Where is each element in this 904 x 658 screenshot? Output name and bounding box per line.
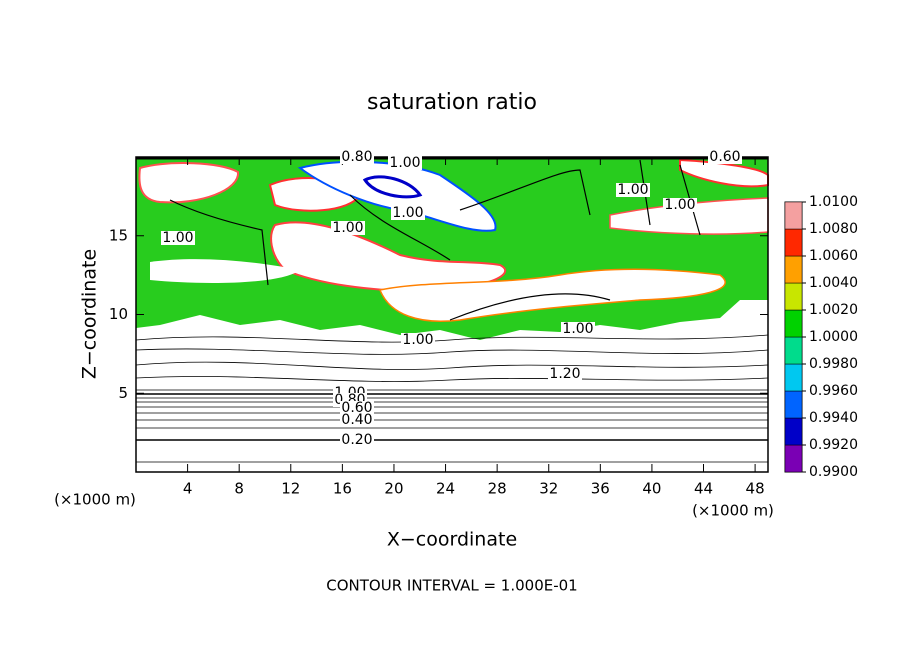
- y-tick-label: 15: [109, 226, 128, 244]
- colorbar-band: [784, 444, 803, 473]
- contour-label: 1.00: [392, 205, 423, 221]
- x-tick-label: 36: [591, 480, 610, 498]
- x-tick-label: 48: [746, 480, 765, 498]
- contour-label: 0.60: [341, 400, 372, 416]
- contour-label-bg: [388, 156, 422, 170]
- contour-label-bg: [616, 183, 650, 197]
- x-tick-label: 8: [234, 480, 244, 498]
- contour-label: 1.00: [332, 220, 363, 236]
- x-unit-label: (×1000 m): [54, 491, 136, 509]
- colorbar-tick-label: 1.0060: [809, 248, 858, 264]
- colorbar-tick-label: 0.9920: [809, 437, 858, 453]
- colorbar-band: [784, 336, 803, 365]
- x-tick-label: 44: [694, 480, 713, 498]
- chart-title: saturation ratio: [367, 90, 537, 115]
- contour-label-bg: [340, 413, 374, 427]
- contour-label-bg: [340, 150, 374, 164]
- contour-label: 1.00: [664, 197, 695, 213]
- contour-label-bg: [561, 322, 595, 336]
- contour-label-bg: [340, 433, 374, 447]
- x-axis-label: X−coordinate: [387, 529, 517, 551]
- contour-label: 1.00: [402, 332, 433, 348]
- x-tick-label: 12: [281, 480, 300, 498]
- y-tick-label: 5: [118, 384, 128, 402]
- colorbar-tick-label: 1.0020: [809, 302, 858, 318]
- colorbar-tick-label: 0.9960: [809, 383, 858, 399]
- contour-label: 0.40: [341, 412, 372, 428]
- x-unit-label: (×1000 m): [692, 502, 774, 520]
- x-tick-label: 40: [642, 480, 661, 498]
- contour-label: 0.60: [709, 149, 740, 165]
- contour-label-bg: [331, 221, 365, 235]
- colorbar-band: [784, 201, 803, 230]
- contour-label: 0.20: [341, 432, 372, 448]
- colorbar-tick-label: 0.9980: [809, 356, 858, 372]
- colorbar-band: [784, 228, 803, 257]
- x-tick-label: 28: [488, 480, 507, 498]
- colorbar-band: [784, 255, 803, 284]
- contour-label-bg: [161, 231, 195, 245]
- colorbar-band: [784, 282, 803, 311]
- colorbar-band: [784, 417, 803, 446]
- contour-label: 1.00: [162, 230, 193, 246]
- colorbar-band: [784, 309, 803, 338]
- colorbar-tick-label: 0.9900: [809, 464, 858, 480]
- colorbar-tick-label: 0.9940: [809, 410, 858, 426]
- contour-label: 1.00: [389, 155, 420, 171]
- x-tick-label: 4: [183, 480, 193, 498]
- x-tick-label: 20: [384, 480, 403, 498]
- y-axis-label: Z−coordinate: [79, 249, 101, 379]
- y-tick-label: 10: [109, 305, 128, 323]
- contour-label-bg: [391, 206, 425, 220]
- contour-label-bg: [340, 401, 374, 415]
- colorbar-tick-label: 1.0040: [809, 275, 858, 291]
- colorbar-band: [784, 390, 803, 419]
- colorbar-tick-label: 1.0100: [809, 194, 858, 210]
- contour-label-bg: [548, 367, 582, 381]
- contour-label-bg: [708, 150, 742, 164]
- colorbar-band: [784, 363, 803, 392]
- contour-label: 1.20: [549, 366, 580, 382]
- contour-label: 1.00: [617, 182, 648, 198]
- contour-label: 0.80: [341, 149, 372, 165]
- contour-label-bg: [663, 198, 697, 212]
- contour-label: 1.00: [562, 321, 593, 337]
- x-tick-label: 16: [333, 480, 352, 498]
- colorbar-tick-label: 1.0080: [809, 221, 858, 237]
- contour-label-bg: [401, 333, 435, 347]
- colorbar-tick-label: 1.0000: [809, 329, 858, 345]
- field: [136, 157, 769, 340]
- x-tick-label: 32: [539, 480, 558, 498]
- x-tick-label: 24: [436, 480, 455, 498]
- footer: CONTOUR INTERVAL = 1.000E-01: [326, 577, 577, 595]
- contour-lines: [135, 159, 769, 463]
